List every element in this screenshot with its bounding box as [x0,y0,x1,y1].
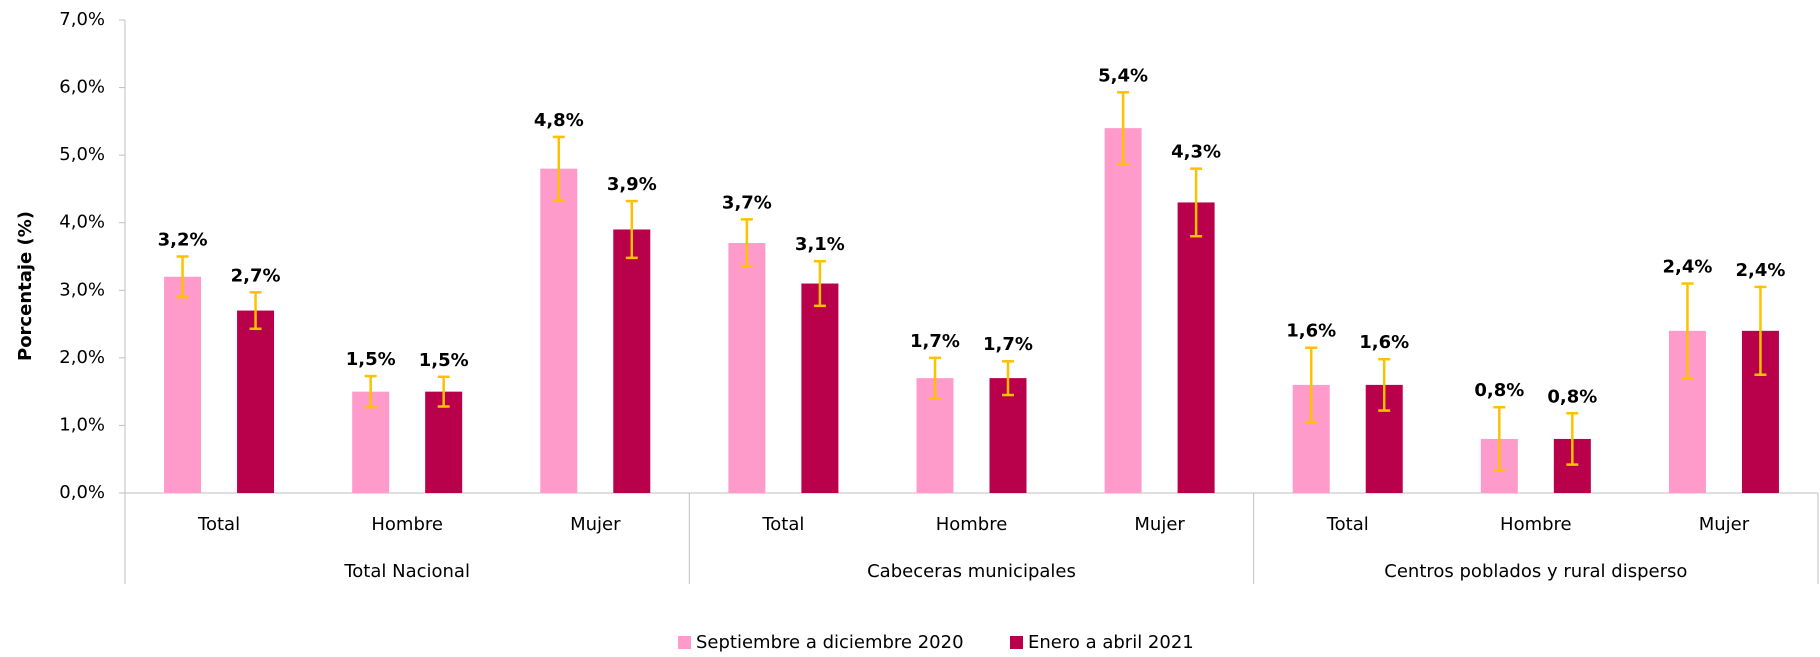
x-tick-label: Mujer [570,514,621,535]
bar [540,168,578,493]
x-tick-label: Mujer [1699,514,1750,535]
y-tick-label: 0,0% [59,482,105,503]
data-label: 3,7% [722,192,772,213]
legend-swatch [1010,636,1023,649]
bar [1104,128,1142,493]
bar [1177,202,1215,493]
data-label: 3,9% [607,174,657,195]
legend-label: Enero a abril 2021 [1028,632,1194,653]
x-tick-label: Hombre [1500,514,1572,535]
data-label: 1,6% [1359,332,1409,353]
data-label: 2,4% [1735,260,1785,281]
bar [164,276,202,493]
y-tick-label: 4,0% [59,212,105,233]
bar [352,391,390,493]
legend-label: Septiembre a diciembre 2020 [696,632,964,653]
data-label: 3,2% [158,230,208,251]
x-tick-label: Hombre [936,514,1008,535]
group-label: Centros poblados y rural disperso [1384,561,1687,582]
data-label: 2,4% [1662,257,1712,278]
bar [989,378,1027,493]
data-label: 5,4% [1098,65,1148,86]
bar [728,242,766,493]
bar [237,310,275,493]
data-label: 1,5% [419,350,469,371]
data-label: 2,7% [231,265,281,286]
y-tick-label: 3,0% [59,279,105,300]
y-tick-label: 6,0% [59,77,105,98]
group-label: Total Nacional [343,561,470,582]
data-label: 1,6% [1286,321,1336,342]
x-tick-label: Mujer [1134,514,1185,535]
y-tick-label: 2,0% [59,347,105,368]
data-label: 1,7% [983,334,1033,355]
y-axis-label: Porcentaje (%) [15,211,36,361]
x-tick-label: Hombre [371,514,443,535]
y-tick-label: 5,0% [59,144,105,165]
group-label: Cabeceras municipales [867,561,1076,582]
legend-swatch [678,636,691,649]
data-label: 3,1% [795,234,845,255]
data-label: 1,5% [346,349,396,370]
data-label: 4,3% [1171,142,1221,163]
bar [425,391,463,493]
data-label: 4,8% [534,110,584,131]
x-tick-label: Total [761,514,804,535]
bar [801,283,839,493]
y-tick-label: 1,0% [59,414,105,435]
y-tick-label: 7,0% [59,9,105,30]
data-label: 0,8% [1474,380,1524,401]
bar [613,229,651,493]
data-label: 1,7% [910,331,960,352]
data-label: 0,8% [1547,386,1597,407]
x-tick-label: Total [197,514,240,535]
x-tick-label: Total [1326,514,1369,535]
